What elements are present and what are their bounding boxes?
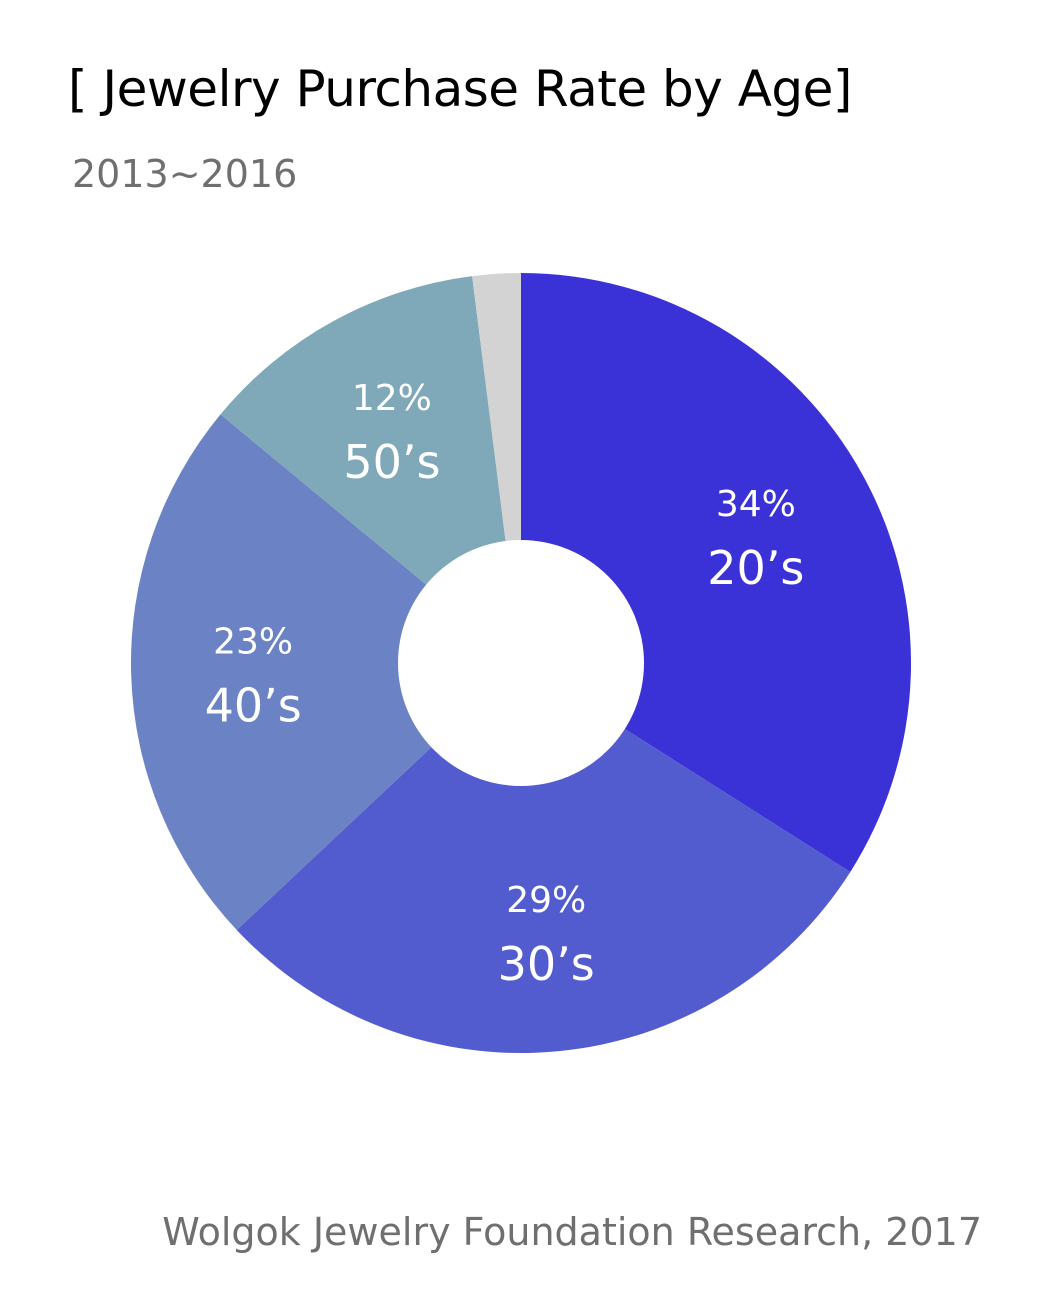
slice-category-label: 50’s [343, 435, 440, 489]
pie-slice-30s [236, 663, 851, 1053]
slice-category-label: 20’s [707, 541, 804, 595]
donut-hole [398, 540, 644, 786]
source-note: Wolgok Jewelry Foundation Research, 2017 [162, 1210, 982, 1254]
chart-labels: 34% 20’s 29% 30’s 23% 40’s 12% 50’s [205, 378, 805, 991]
pie-slice-40s [131, 414, 521, 930]
slice-category-label: 30’s [498, 937, 595, 991]
chart-slices [131, 273, 912, 1053]
chart-subtitle: 2013~2016 [72, 152, 298, 196]
slice-value-label: 23% [213, 621, 293, 662]
slice-value-label: 12% [352, 378, 432, 419]
slice-value-label: 34% [716, 484, 796, 525]
slice-value-label: 29% [506, 880, 586, 921]
slice-category-label: 40’s [205, 678, 302, 732]
chart-title: [ Jewelry Purchase Rate by Age] [68, 60, 852, 118]
